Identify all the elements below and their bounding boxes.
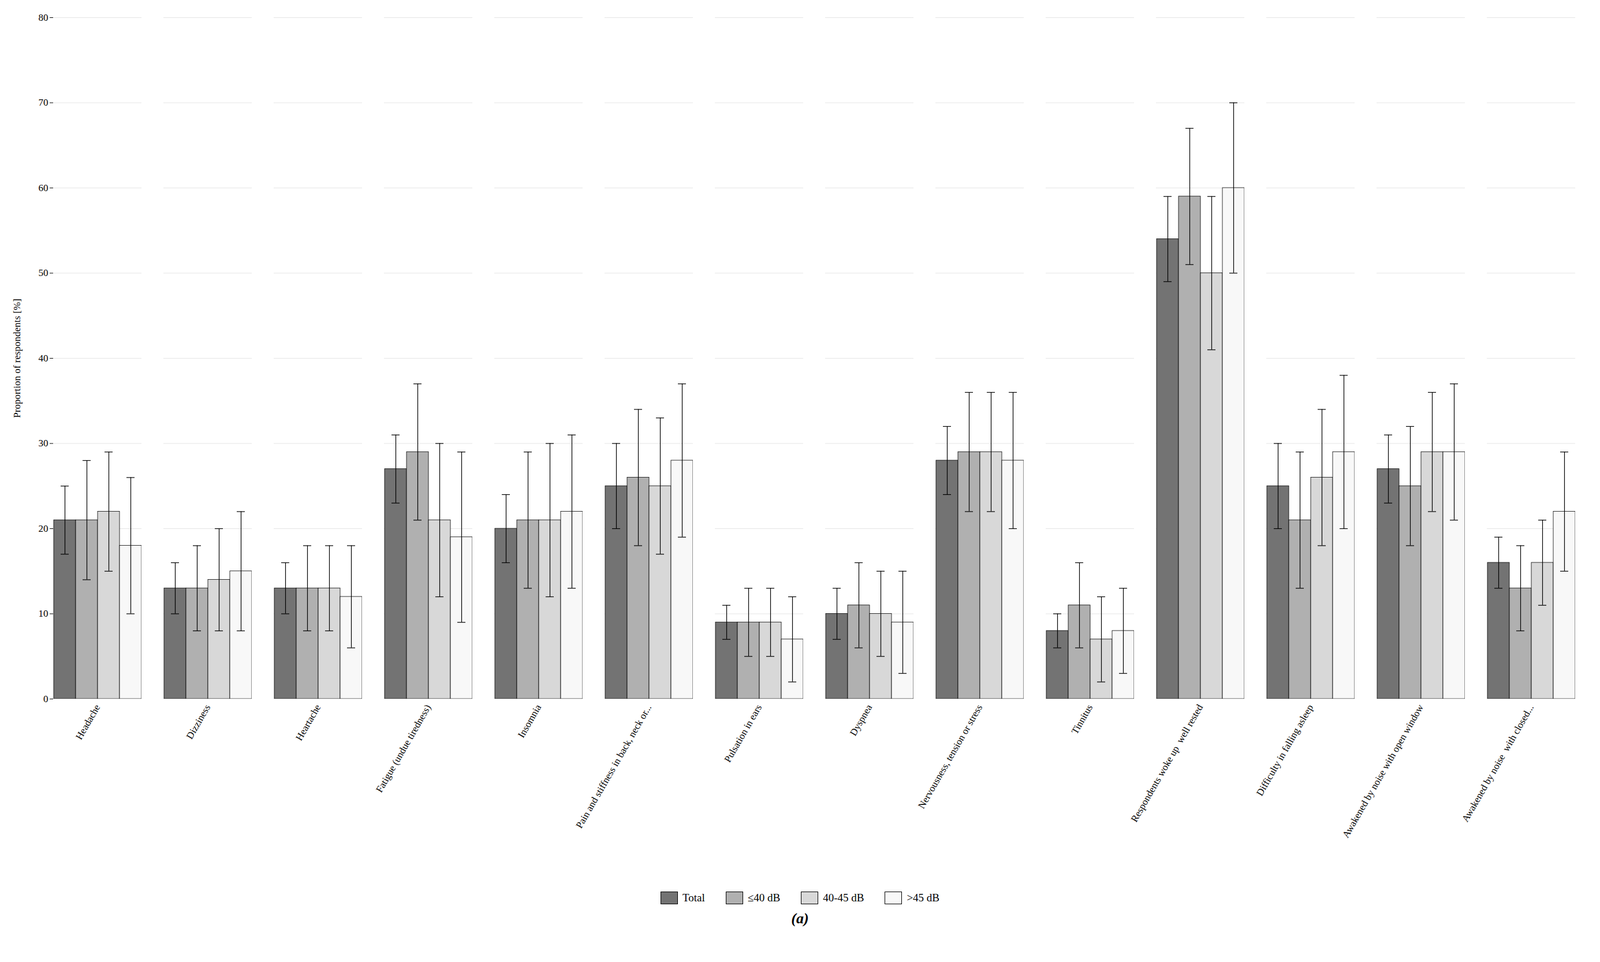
svg-text:Proportion of respondents [%]: Proportion of respondents [%] (11, 298, 23, 418)
svg-text:Awakened by noise with open wi: Awakened by noise with open window (1340, 702, 1426, 840)
svg-text:Dyspnea: Dyspnea (847, 702, 875, 738)
svg-text:Headache: Headache (73, 702, 103, 742)
svg-text:20: 20 (38, 523, 49, 535)
svg-text:Insomnia: Insomnia (515, 702, 544, 740)
svg-text:Awakened by noise with closed: Awakened by noise with closed... (1459, 702, 1536, 824)
svg-text:Nervousness, tension or stress: Nervousness, tension or stress (915, 702, 985, 811)
svg-text:70: 70 (38, 97, 49, 108)
html-text:≤40 dB: ≤40 dB (747, 891, 781, 904)
html-text:40-45 dB: 40-45 dB (822, 891, 865, 904)
html-text:(a): (a) (791, 909, 809, 927)
svg-text:Pulsation in ears: Pulsation in ears (722, 702, 765, 765)
svg-text:Difficulty in falling asleep: Difficulty in falling asleep (1254, 702, 1316, 798)
svg-text:Heartache: Heartache (293, 702, 323, 743)
svg-text:40: 40 (38, 352, 49, 364)
svg-text:60: 60 (38, 182, 49, 194)
svg-text:80: 80 (38, 12, 49, 24)
html-text:>45 dB: >45 dB (906, 891, 940, 904)
svg-text:Pain and stiffness in back, ne: Pain and stiffness in back, neck or... (573, 702, 655, 831)
svg-text:50: 50 (38, 267, 49, 279)
svg-text:30: 30 (38, 437, 49, 449)
svg-text:10: 10 (38, 608, 49, 619)
svg-text:Dizziness: Dizziness (184, 702, 214, 742)
html-text:Total: Total (682, 891, 705, 904)
svg-text:0: 0 (43, 693, 49, 705)
svg-text:Fatigue (undue tiredness): Fatigue (undue tiredness) (373, 702, 434, 795)
svg-text:Tinnitus: Tinnitus (1069, 702, 1095, 737)
svg-text:Respondents woke up well rest: Respondents woke up well rested (1128, 702, 1206, 824)
